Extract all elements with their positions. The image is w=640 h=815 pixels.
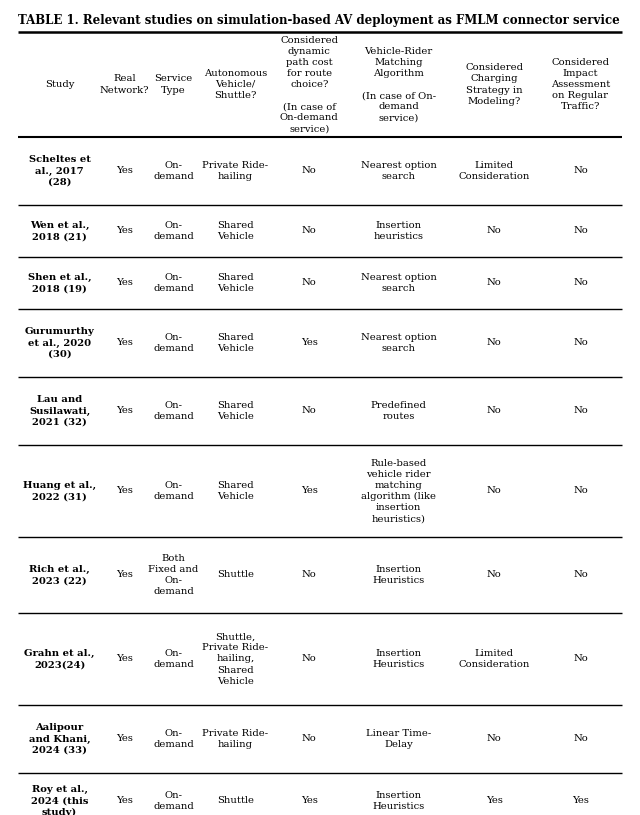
Text: Gurumurthy
et al., 2020
(30): Gurumurthy et al., 2020 (30) xyxy=(25,328,95,359)
Text: On-
demand: On- demand xyxy=(153,401,194,421)
Text: No: No xyxy=(573,227,588,236)
Text: On-
demand: On- demand xyxy=(153,221,194,241)
Text: TABLE 1. Relevant studies on simulation-based AV deployment as FMLM connector se: TABLE 1. Relevant studies on simulation-… xyxy=(18,14,620,27)
Text: On-
demand: On- demand xyxy=(153,481,194,501)
Text: Yes: Yes xyxy=(116,279,132,288)
Text: No: No xyxy=(573,570,588,579)
Text: Nearest option
search: Nearest option search xyxy=(361,161,436,181)
Text: Yes: Yes xyxy=(116,487,132,496)
Text: Scheltes et
al., 2017
(28): Scheltes et al., 2017 (28) xyxy=(29,156,90,187)
Text: Insertion
heuristics: Insertion heuristics xyxy=(374,221,424,241)
Text: Autonomous
Vehicle/
Shuttle?: Autonomous Vehicle/ Shuttle? xyxy=(204,69,267,100)
Text: No: No xyxy=(573,166,588,175)
Text: No: No xyxy=(487,734,502,743)
Text: No: No xyxy=(487,487,502,496)
Text: Predefined
routes: Predefined routes xyxy=(371,401,426,421)
Text: Nearest option
search: Nearest option search xyxy=(361,273,436,293)
Text: Shared
Vehicle: Shared Vehicle xyxy=(217,481,253,501)
Text: On-
demand: On- demand xyxy=(153,273,194,293)
Text: Shared
Vehicle: Shared Vehicle xyxy=(217,221,253,241)
Text: Shared
Vehicle: Shared Vehicle xyxy=(217,333,253,353)
Text: Huang et al.,
2022 (31): Huang et al., 2022 (31) xyxy=(23,481,96,501)
Text: No: No xyxy=(302,570,317,579)
Text: On-
demand: On- demand xyxy=(153,649,194,669)
Text: Study: Study xyxy=(45,80,74,89)
Text: Shen et al.,
2018 (19): Shen et al., 2018 (19) xyxy=(28,273,92,293)
Text: No: No xyxy=(573,338,588,347)
Text: Insertion
Heuristics: Insertion Heuristics xyxy=(372,791,425,811)
Text: Real
Network?: Real Network? xyxy=(100,74,149,95)
Text: Shared
Vehicle: Shared Vehicle xyxy=(217,273,253,293)
Text: Insertion
Heuristics: Insertion Heuristics xyxy=(372,649,425,669)
Text: Yes: Yes xyxy=(116,407,132,416)
Text: Yes: Yes xyxy=(301,796,317,805)
Text: Yes: Yes xyxy=(116,734,132,743)
Text: No: No xyxy=(487,279,502,288)
Text: Limited
Consideration: Limited Consideration xyxy=(458,161,530,181)
Text: Linear Time-
Delay: Linear Time- Delay xyxy=(366,729,431,749)
Text: No: No xyxy=(573,487,588,496)
Text: Shuttle: Shuttle xyxy=(217,570,253,579)
Text: No: No xyxy=(573,734,588,743)
Text: No: No xyxy=(573,279,588,288)
Text: Yes: Yes xyxy=(116,338,132,347)
Text: Nearest option
search: Nearest option search xyxy=(361,333,436,353)
Text: No: No xyxy=(302,227,317,236)
Text: Shared
Vehicle: Shared Vehicle xyxy=(217,401,253,421)
Text: Yes: Yes xyxy=(116,166,132,175)
Text: Yes: Yes xyxy=(116,796,132,805)
Text: On-
demand: On- demand xyxy=(153,729,194,749)
Text: Wen et al.,
2018 (21): Wen et al., 2018 (21) xyxy=(30,221,90,241)
Text: On-
demand: On- demand xyxy=(153,161,194,181)
Text: Roy et al.,
2024 (this
study): Roy et al., 2024 (this study) xyxy=(31,786,88,815)
Text: Yes: Yes xyxy=(116,570,132,579)
Text: Both
Fixed and
On-
demand: Both Fixed and On- demand xyxy=(148,554,199,596)
Text: No: No xyxy=(302,654,317,663)
Text: Grahn et al.,
2023(24): Grahn et al., 2023(24) xyxy=(24,649,95,669)
Text: No: No xyxy=(302,279,317,288)
Text: Private Ride-
hailing: Private Ride- hailing xyxy=(202,161,268,181)
Text: Shuttle: Shuttle xyxy=(217,796,253,805)
Text: Limited
Consideration: Limited Consideration xyxy=(458,649,530,669)
Text: No: No xyxy=(573,654,588,663)
Text: Yes: Yes xyxy=(572,796,589,805)
Text: Yes: Yes xyxy=(301,487,317,496)
Text: Service
Type: Service Type xyxy=(154,74,193,95)
Text: Private Ride-
hailing: Private Ride- hailing xyxy=(202,729,268,749)
Text: Insertion
Heuristics: Insertion Heuristics xyxy=(372,565,425,585)
Text: No: No xyxy=(302,734,317,743)
Text: Lau and
Susilawati,
2021 (32): Lau and Susilawati, 2021 (32) xyxy=(29,395,90,426)
Text: Rich et al.,
2023 (22): Rich et al., 2023 (22) xyxy=(29,565,90,585)
Text: On-
demand: On- demand xyxy=(153,791,194,811)
Text: Aalipour
and Khani,
2024 (33): Aalipour and Khani, 2024 (33) xyxy=(29,724,90,755)
Text: No: No xyxy=(573,407,588,416)
Text: No: No xyxy=(487,407,502,416)
Text: Yes: Yes xyxy=(486,796,502,805)
Text: Yes: Yes xyxy=(116,654,132,663)
Text: Rule-based
vehicle rider
matching
algorithm (like
insertion
heuristics): Rule-based vehicle rider matching algori… xyxy=(361,459,436,523)
Text: Yes: Yes xyxy=(301,338,317,347)
Text: No: No xyxy=(302,407,317,416)
Text: Considered
Charging
Strategy in
Modeling?: Considered Charging Strategy in Modeling… xyxy=(465,64,523,106)
Text: Yes: Yes xyxy=(116,227,132,236)
Text: Considered
Impact
Assessment
on Regular
Traffic?: Considered Impact Assessment on Regular … xyxy=(551,58,610,111)
Text: No: No xyxy=(302,166,317,175)
Text: No: No xyxy=(487,570,502,579)
Text: Vehicle-Rider
Matching
Algorithm

(In case of On-
demand
service): Vehicle-Rider Matching Algorithm (In cas… xyxy=(362,46,436,122)
Text: No: No xyxy=(487,338,502,347)
Text: Considered
dynamic
path cost
for route
choice?

(In case of
On-demand
service): Considered dynamic path cost for route c… xyxy=(280,36,339,134)
Text: No: No xyxy=(487,227,502,236)
Text: Shuttle,
Private Ride-
hailing,
Shared
Vehicle: Shuttle, Private Ride- hailing, Shared V… xyxy=(202,632,268,685)
Text: On-
demand: On- demand xyxy=(153,333,194,353)
